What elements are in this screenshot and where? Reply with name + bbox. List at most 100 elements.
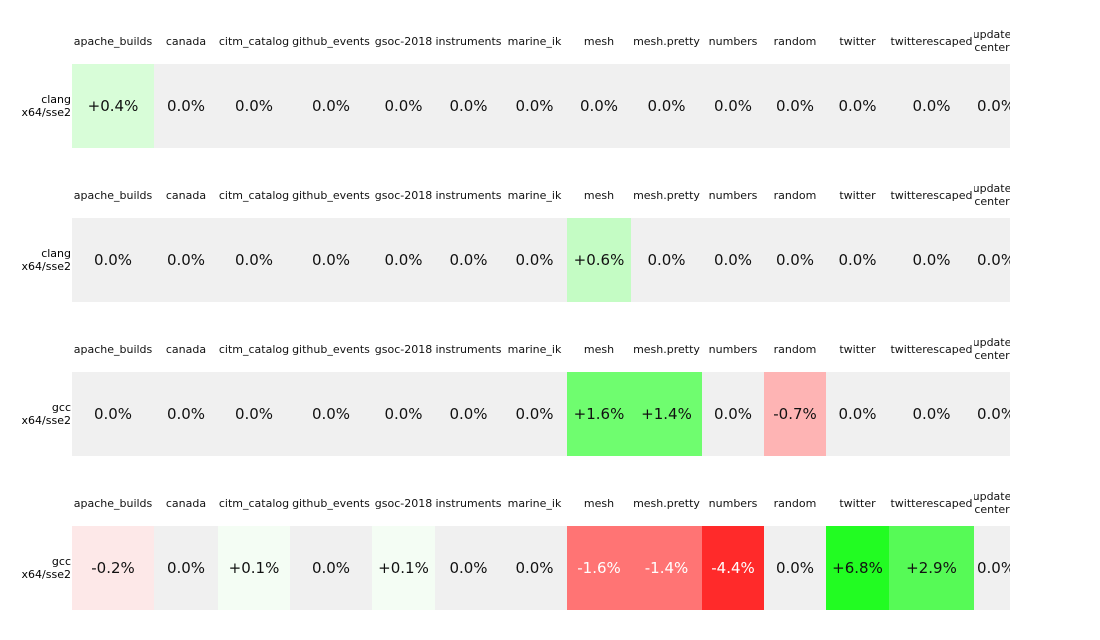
column-header: canada [165,34,207,48]
cell: 0.0% [764,526,826,610]
column-header: twitter [839,34,876,48]
column-header: gsoc-2018 [374,188,433,202]
cell: 0.0% [372,218,435,302]
column-header: mesh.pretty [633,496,700,510]
cell: 0.0% [290,526,372,610]
column-header: canada [165,496,207,510]
column-header: citm_catalog [218,496,290,510]
cell: -0.7% [764,372,826,456]
column-header: canada [165,342,207,356]
column-header: canada [165,188,207,202]
cell: 0.0% [290,372,372,456]
cell: 0.0% [218,372,290,456]
cell: -1.6% [567,526,631,610]
column-header: github_events [292,188,370,202]
row-label: gcc x64/sse2 [21,401,71,427]
cell: 0.0% [72,218,154,302]
cell: 0.0% [435,372,502,456]
cell: 0.0% [372,372,435,456]
cell: +2.9% [889,526,974,610]
cell: 0.0% [154,526,218,610]
column-header: update center [974,28,1010,54]
cell: +1.4% [631,372,702,456]
cell: 0.0% [702,372,764,456]
cell: 0.0% [154,218,218,302]
cell: 0.0% [290,218,372,302]
column-header: mesh [583,34,615,48]
cell: 0.0% [218,218,290,302]
column-header: random [773,342,817,356]
column-header: citm_catalog [218,342,290,356]
column-header: apache_builds [73,188,153,202]
column-header: gsoc-2018 [374,34,433,48]
cell: 0.0% [502,218,567,302]
column-header: github_events [292,342,370,356]
column-header: twitterescaped [890,496,973,510]
column-header: apache_builds [73,342,153,356]
column-header: marine_ik [507,34,562,48]
column-header: citm_catalog [218,34,290,48]
cell: +0.1% [372,526,435,610]
column-header: mesh.pretty [633,342,700,356]
column-header: random [773,34,817,48]
cell: 0.0% [764,218,826,302]
column-header: gsoc-2018 [374,496,433,510]
column-header: twitter [839,496,876,510]
cell: 0.0% [435,64,502,148]
column-header: instruments [435,496,502,510]
cell: 0.0% [218,64,290,148]
column-header: citm_catalog [218,188,290,202]
cell: 0.0% [974,372,1010,456]
column-header: numbers [708,188,758,202]
cell: 0.0% [435,526,502,610]
cell: 0.0% [974,218,1010,302]
column-header: gsoc-2018 [374,342,433,356]
cell: 0.0% [154,64,218,148]
column-header: update center [974,336,1010,362]
column-header: twitterescaped [890,188,973,202]
column-header: github_events [292,34,370,48]
cell: 0.0% [826,218,889,302]
cell: +0.1% [218,526,290,610]
cell: 0.0% [290,64,372,148]
cell: -1.4% [631,526,702,610]
column-header: twitterescaped [890,34,973,48]
cell: 0.0% [502,372,567,456]
column-header: marine_ik [507,342,562,356]
cell: 0.0% [702,218,764,302]
column-header: instruments [435,188,502,202]
cell: +0.4% [72,64,154,148]
cell: 0.0% [702,64,764,148]
cell: -0.2% [72,526,154,610]
row-label: clang x64/sse2 [21,247,71,273]
cell: 0.0% [567,64,631,148]
column-header: random [773,188,817,202]
column-header: github_events [292,496,370,510]
column-header: random [773,496,817,510]
column-header: marine_ik [507,188,562,202]
cell: -4.4% [702,526,764,610]
column-header: mesh [583,188,615,202]
cell: 0.0% [889,64,974,148]
column-header: twitterescaped [890,342,973,356]
column-header: mesh.pretty [633,188,700,202]
column-header: instruments [435,34,502,48]
cell: +6.8% [826,526,889,610]
column-header: numbers [708,342,758,356]
cell: +1.6% [567,372,631,456]
cell: 0.0% [72,372,154,456]
cell: 0.0% [826,64,889,148]
cell: 0.0% [826,372,889,456]
column-header: mesh [583,496,615,510]
cell: 0.0% [764,64,826,148]
column-header: marine_ik [507,496,562,510]
cell: +0.6% [567,218,631,302]
cell: 0.0% [889,372,974,456]
cell: 0.0% [974,64,1010,148]
cell: 0.0% [974,526,1010,610]
cell: 0.0% [502,64,567,148]
cell: 0.0% [502,526,567,610]
cell: 0.0% [154,372,218,456]
column-header: numbers [708,34,758,48]
